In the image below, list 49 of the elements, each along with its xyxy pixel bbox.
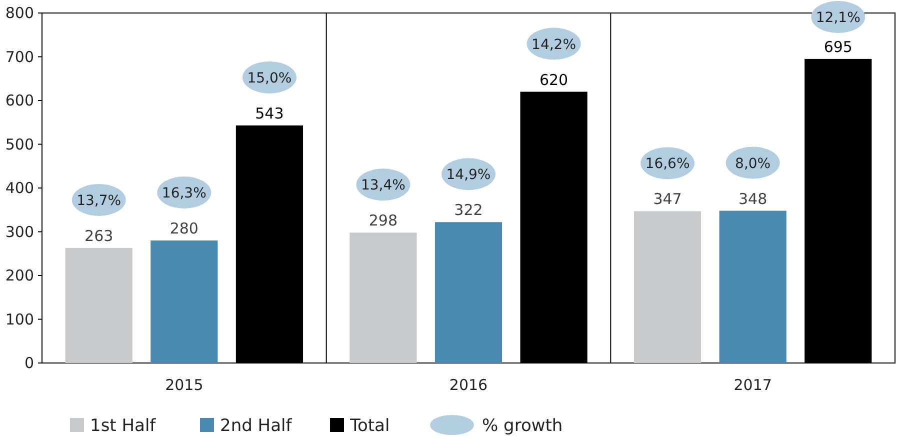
annotation: 15,0% — [247, 70, 292, 86]
bar — [65, 248, 132, 363]
y-tick-label: 800 — [5, 4, 34, 22]
bar — [634, 211, 702, 363]
bar — [150, 240, 218, 363]
growth-bubble: 15,0% — [242, 61, 296, 94]
x-tick-label: 2015 — [165, 376, 204, 394]
annotation: 12,1% — [816, 10, 860, 26]
data-label: 695 — [824, 38, 852, 56]
y-tick-label: 700 — [5, 48, 34, 66]
x-tick-label: 2016 — [449, 376, 488, 394]
growth-bubble: 16,6% — [640, 147, 695, 180]
data-label: 347 — [653, 190, 682, 208]
annotation: 16,6% — [645, 156, 690, 172]
legend-label: 2nd Half — [220, 416, 293, 436]
annotation: 13,7% — [76, 192, 122, 209]
y-tick-label: 200 — [5, 266, 34, 284]
growth-bubble: 8,0% — [726, 146, 780, 179]
data-label: 543 — [255, 104, 284, 122]
data-label: 620 — [539, 70, 568, 89]
data-label: 280 — [170, 220, 198, 238]
y-tick-label: 400 — [5, 179, 34, 197]
bar — [350, 232, 417, 363]
annotation: 14,9% — [446, 167, 491, 184]
legend-label: Total — [349, 416, 390, 436]
legend-label: 1st Half — [90, 416, 157, 436]
growth-bubble: 14,9% — [442, 158, 496, 190]
annotation: 14,2% — [532, 36, 576, 53]
growth-bubble: 16,3% — [157, 176, 212, 208]
y-tick-label: 100 — [5, 310, 34, 328]
text: % growth — [482, 416, 563, 436]
y-tick-label: 600 — [5, 92, 34, 110]
data-label: 298 — [368, 212, 398, 230]
bar — [434, 222, 502, 363]
x-tick-label: 2017 — [734, 376, 772, 394]
data-label: 348 — [738, 190, 768, 208]
growth-bubble: 13,4% — [356, 168, 410, 201]
y-tick-label: 0 — [24, 354, 34, 372]
growth-bubble: 12,1% — [811, 1, 866, 33]
growth-bubble: 14,2% — [526, 28, 581, 60]
data-label: 322 — [454, 201, 483, 220]
growth-bubble: 13,7% — [72, 184, 126, 216]
annotation: 8,0% — [735, 156, 771, 172]
bar — [719, 210, 786, 363]
y-tick-label: 500 — [5, 135, 34, 154]
annotation: 13,4% — [360, 178, 406, 194]
y-tick-label: 300 — [5, 222, 34, 241]
data-label: 263 — [84, 226, 114, 245]
annotation: 16,3% — [162, 186, 206, 202]
